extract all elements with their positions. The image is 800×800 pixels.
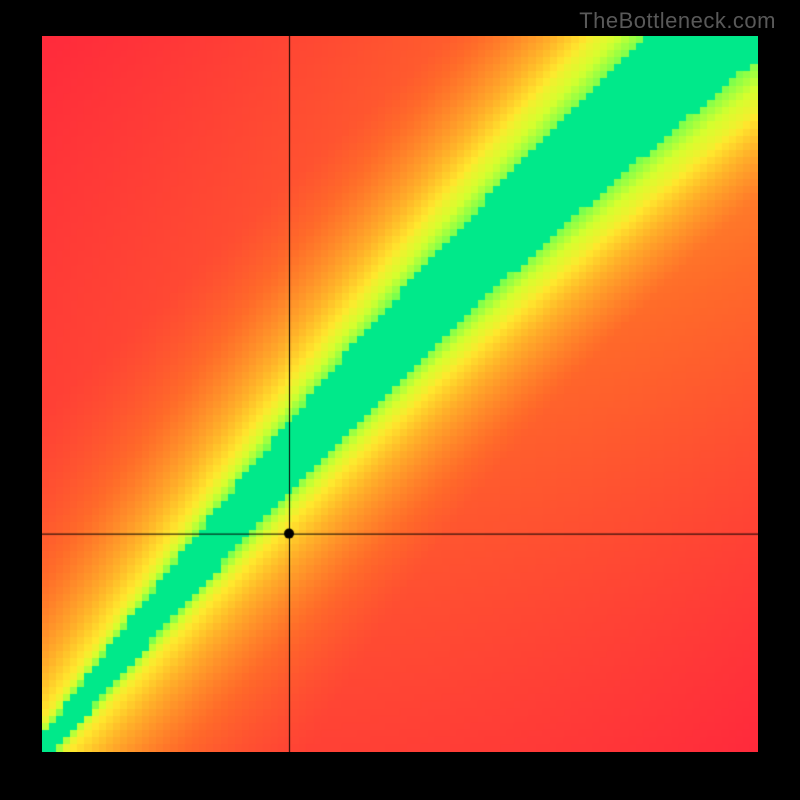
- bottleneck-heatmap: [42, 36, 758, 752]
- watermark-text: TheBottleneck.com: [579, 8, 776, 34]
